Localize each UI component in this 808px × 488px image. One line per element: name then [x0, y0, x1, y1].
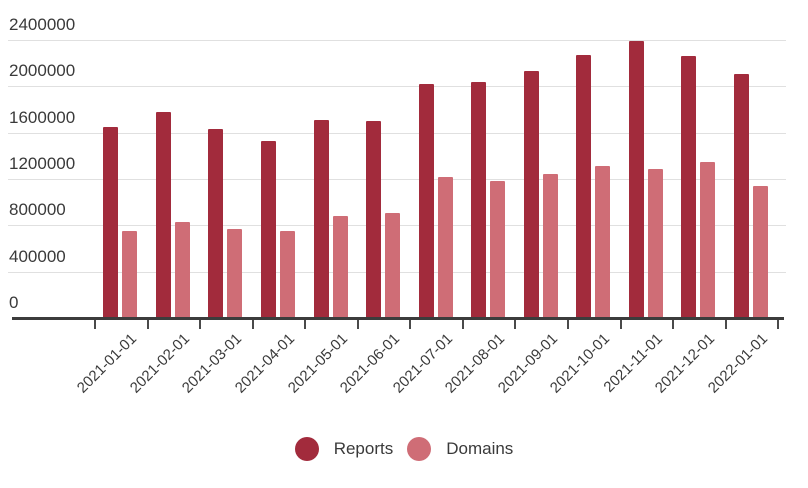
x-axis-tick [199, 320, 201, 329]
bar-reports[interactable] [156, 112, 171, 318]
bar-domains[interactable] [175, 222, 190, 318]
y-axis-tick-label: 1600000 [9, 108, 76, 127]
x-axis-tick [304, 320, 306, 329]
bar-domains[interactable] [280, 231, 295, 318]
x-axis-tick [94, 320, 96, 329]
bar-reports[interactable] [681, 56, 696, 318]
bar-reports[interactable] [366, 121, 381, 318]
bar-domains[interactable] [385, 213, 400, 318]
legend-label-reports: Reports [333, 439, 394, 458]
bar-domains[interactable] [648, 169, 663, 318]
legend-item-reports[interactable]: Reports [294, 437, 394, 461]
x-axis-tick [672, 320, 674, 329]
gridline [8, 133, 786, 134]
legend-label-domains: Domains [446, 439, 514, 458]
x-axis-tick [357, 320, 359, 329]
reports-legend-dot-icon [294, 437, 319, 461]
legend: Reports Domains [0, 435, 808, 463]
x-axis-tick [777, 320, 779, 329]
bar-domains[interactable] [122, 231, 137, 318]
x-axis-tick [725, 320, 727, 329]
bar-reports[interactable] [629, 41, 644, 318]
y-axis-tick-label: 800000 [9, 200, 66, 219]
bar-domains[interactable] [595, 166, 610, 318]
bar-reports[interactable] [419, 84, 434, 318]
y-axis-tick-label: 2400000 [9, 15, 76, 34]
bar-reports[interactable] [314, 120, 329, 318]
x-axis-tick [514, 320, 516, 329]
gridline [8, 179, 786, 180]
x-axis-tick [462, 320, 464, 329]
x-axis-tick [252, 320, 254, 329]
bar-domains[interactable] [543, 174, 558, 318]
x-axis-tick [409, 320, 411, 329]
domains-legend-dot-icon [407, 437, 432, 461]
y-axis-tick-label: 400000 [9, 247, 66, 266]
bar-domains[interactable] [753, 186, 768, 318]
bar-domains[interactable] [490, 181, 505, 318]
bar-domains[interactable] [227, 229, 242, 318]
bar-reports[interactable] [103, 127, 118, 318]
bar-reports[interactable] [261, 141, 276, 318]
y-axis-tick-label: 0 [9, 293, 19, 312]
x-axis-tick [147, 320, 149, 329]
bar-reports[interactable] [576, 55, 591, 318]
bar-reports[interactable] [208, 129, 223, 318]
x-axis-line [12, 317, 784, 320]
bar-reports[interactable] [734, 74, 749, 318]
x-axis-tick [620, 320, 622, 329]
gridline [8, 86, 786, 87]
y-axis-tick-label: 1200000 [9, 154, 76, 173]
bar-domains[interactable] [438, 177, 453, 318]
bar-domains[interactable] [333, 216, 348, 318]
legend-item-domains[interactable]: Domains [407, 437, 513, 461]
bar-reports[interactable] [524, 71, 539, 318]
x-axis-tick [567, 320, 569, 329]
gridline [8, 40, 786, 41]
bar-domains[interactable] [700, 162, 715, 318]
bar-reports[interactable] [471, 82, 486, 318]
y-axis-tick-label: 2000000 [9, 61, 76, 80]
